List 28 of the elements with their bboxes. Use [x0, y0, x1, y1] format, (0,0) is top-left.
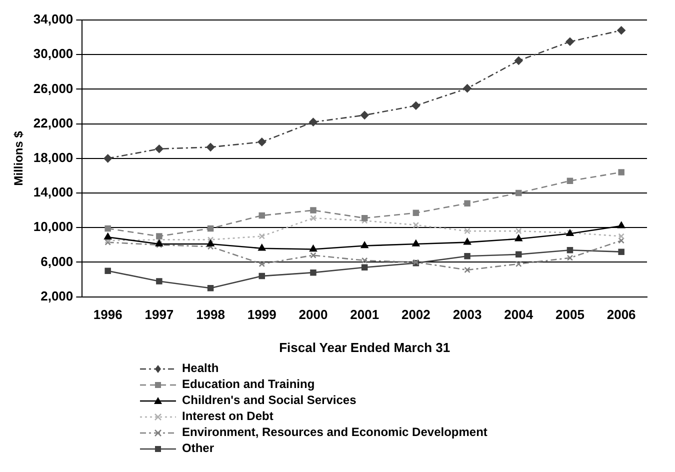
x-tick-label: 1996: [93, 307, 122, 322]
y-tick-label: 6,000: [40, 254, 74, 269]
y-tick-label: 30,000: [33, 46, 74, 62]
y-tick-label: 22,000: [33, 115, 74, 130]
x-tick-label: 2000: [298, 307, 328, 322]
x-tick-label: 2005: [556, 307, 584, 322]
legend-label: Other: [182, 441, 214, 455]
x-tick-label: 1999: [247, 307, 276, 322]
x-tick-label: 1998: [196, 307, 225, 322]
x-tick-label: 2003: [452, 307, 482, 322]
y-tick-label: 10,000: [33, 219, 74, 234]
x-tick-label: 2001: [350, 307, 380, 322]
y-tick-label: 2,000: [40, 288, 74, 304]
legend-label: Environment, Resources and Economic Development: [182, 425, 488, 439]
y-axis-title: Millions $: [12, 130, 26, 186]
y-tick-label: 14,000: [33, 184, 74, 200]
legend-label: Health: [182, 361, 219, 375]
legend-label: Interest on Debt: [182, 409, 274, 423]
legend-label: Children's and Social Services: [182, 393, 356, 407]
y-tick-label: 18,000: [33, 150, 74, 165]
x-tick-label: 2006: [606, 307, 636, 322]
x-axis-title: Fiscal Year Ended March 31: [279, 340, 450, 355]
y-tick-label: 34,000: [33, 12, 74, 27]
x-tick-label: 2002: [401, 307, 430, 322]
y-tick-label: 26,000: [33, 80, 74, 96]
x-tick-label: 2004: [504, 307, 534, 322]
legend-label: Education and Training: [182, 377, 315, 391]
x-tick-label: 1997: [144, 307, 174, 322]
